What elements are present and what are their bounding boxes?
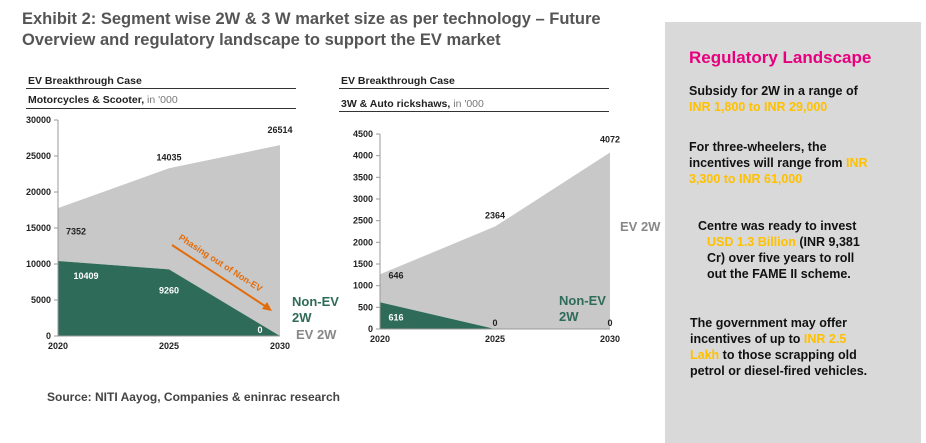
chart1-ev-label: 14035 xyxy=(156,152,181,162)
chart2-xtick-label: 2020 xyxy=(370,334,390,344)
chart1-case-label: EV Breakthrough Case xyxy=(28,75,142,87)
chart2-3w-auto-rickshaws: 0 500 1000 1500 2000 2500 3000 3500 4000 4500 202… xyxy=(353,129,661,344)
point3-highlight: USD 1.3 Billion xyxy=(707,235,796,249)
chart2-rule-bottom xyxy=(339,111,609,112)
chart1-xtick-label: 2025 xyxy=(159,341,179,351)
point3-line2: (INR 9,381 xyxy=(799,235,860,249)
chart2-yticks: 0 500 1000 1500 2000 2500 3000 3500 4000 4500 xyxy=(353,129,380,334)
chart1-ytick-label: 20000 xyxy=(26,187,51,197)
exhibit-title-line2: Overview and regulatory landscape to sup… xyxy=(22,31,501,49)
point4-line4: petrol or diesel-fired vehicles. xyxy=(690,364,868,378)
point3-line1: Centre was ready to invest xyxy=(698,219,857,233)
chart1-nonev-series-label-line2: 2W xyxy=(292,310,312,325)
chart2-ev-label: 2364 xyxy=(485,211,505,221)
chart1-data-labels: 7352 14035 26514 10409 9260 0 xyxy=(66,125,293,335)
chart1-nonev-label: 0 xyxy=(257,325,262,335)
chart2-ytick-label: 3000 xyxy=(353,194,373,204)
chart2-title-text: 3W & Auto rickshaws, xyxy=(341,98,451,110)
chart1-title: Motorcycles & Scooter, in '000 xyxy=(28,94,178,106)
chart2-nonev-label: 0 xyxy=(607,318,612,328)
point4-highlight-a: INR 2.5 xyxy=(803,332,847,346)
chart1-yticks: 0 5000 10000 15000 20000 25000 30000 xyxy=(26,115,58,341)
chart1-ytick-label: 5000 xyxy=(31,295,51,305)
chart2-title: 3W & Auto rickshaws, in '000 xyxy=(341,98,484,110)
chart1-ytick-label: 25000 xyxy=(26,151,51,161)
chart1-ev-label: 26514 xyxy=(267,125,292,135)
point2-line1: For three-wheelers, the xyxy=(689,140,827,154)
chart1-ytick-label: 15000 xyxy=(26,223,51,233)
chart2-ytick-label: 500 xyxy=(358,302,373,312)
chart2-ev-label: 4072 xyxy=(600,135,620,145)
chart1-xticks: 2020 2025 2030 xyxy=(48,341,290,351)
point4-line1: The government may offer xyxy=(690,316,847,330)
chart1-ytick-label: 0 xyxy=(46,331,51,341)
chart2-ev-series-label: EV 2W xyxy=(620,219,661,234)
chart1-area-ev xyxy=(58,145,280,336)
chart1-nonev-series-label-line1: Non-EV xyxy=(292,294,339,309)
point3-line3: Cr) over five years to roll xyxy=(707,251,855,265)
chart2-xtick-label: 2025 xyxy=(485,334,505,344)
chart2-nonev-series-label-line2: 2W xyxy=(559,309,579,324)
chart1-phase-arrow-head xyxy=(262,302,272,311)
regulatory-panel: Regulatory Landscape Subsidy for 2W in a… xyxy=(665,22,921,443)
chart1-xtick-label: 2020 xyxy=(48,341,68,351)
chart2-area-ev xyxy=(380,152,610,329)
regulatory-point-3: Centre was ready to invest USD 1.3 Billi… xyxy=(698,218,860,282)
chart2-ytick-label: 2500 xyxy=(353,216,373,226)
chart2-rule-top xyxy=(339,88,609,89)
chart1-area-nonev xyxy=(58,261,280,336)
chart2-nonev-label: 616 xyxy=(388,312,403,322)
chart1-rule-top xyxy=(26,88,296,89)
chart2-ytick-label: 2000 xyxy=(353,237,373,247)
chart2-nonev-label: 0 xyxy=(492,318,497,328)
chart1-rule-bottom xyxy=(26,108,296,109)
exhibit-title-line1: Exhibit 2: Segment wise 2W & 3 W market … xyxy=(22,10,601,28)
exhibit-title: Exhibit 2: Segment wise 2W & 3 W market … xyxy=(22,9,642,51)
point4-line3: to those scrapping old xyxy=(722,348,857,362)
point1-line1: Subsidy for 2W in a range of xyxy=(689,84,858,98)
regulatory-point-4: The government may offer incentives of u… xyxy=(690,315,867,379)
chart1-ev-series-label: EV 2W xyxy=(296,327,337,342)
chart2-ev-label: 646 xyxy=(388,270,403,280)
chart1-nonev-label: 10409 xyxy=(73,271,98,281)
chart2-nonev-series-label-line1: Non-EV xyxy=(559,293,606,308)
chart2-ytick-label: 1500 xyxy=(353,259,373,269)
chart1-title-text: Motorcycles & Scooter, xyxy=(28,94,145,106)
chart1-ev-label: 7352 xyxy=(66,227,86,237)
point4-line2: incentives of up to xyxy=(690,332,801,346)
point2-line2: incentives will range from xyxy=(689,156,843,170)
chart1-ytick-label: 30000 xyxy=(26,115,51,125)
chart1-ytick-label: 10000 xyxy=(26,259,51,269)
chart2-ytick-label: 4000 xyxy=(353,151,373,161)
point1-highlight: INR 1,800 to INR 29,000 xyxy=(689,100,828,114)
chart2-unit: in '000 xyxy=(450,98,484,110)
chart2-data-labels: 646 2364 4072 616 0 0 xyxy=(388,135,620,328)
regulatory-point-1: Subsidy for 2W in a range of INR 1,800 t… xyxy=(689,83,858,115)
point3-line4: out the FAME II scheme. xyxy=(707,267,851,281)
chart2-ytick-label: 3500 xyxy=(353,172,373,182)
chart1-nonev-label: 9260 xyxy=(159,285,179,295)
chart1-xtick-label: 2030 xyxy=(270,341,290,351)
point2-highlight-a: INR xyxy=(846,156,868,170)
source-note: Source: NITI Aayog, Companies & eninrac … xyxy=(47,390,340,404)
chart1-unit: in '000 xyxy=(144,94,178,106)
chart2-ytick-label: 1000 xyxy=(353,281,373,291)
point4-highlight-b: Lakh xyxy=(690,348,720,362)
chart2-xticks: 2020 2025 2030 xyxy=(370,334,620,344)
chart2-area-nonev xyxy=(380,302,610,329)
regulatory-point-2: For three-wheelers, the incentives will … xyxy=(689,139,868,187)
chart2-case-label: EV Breakthrough Case xyxy=(341,75,455,87)
regulatory-title: Regulatory Landscape xyxy=(689,48,872,67)
chart2-ytick-label: 0 xyxy=(368,324,373,334)
chart1-phase-arrow-line xyxy=(171,244,269,309)
point2-highlight-b: 3,300 to INR 61,000 xyxy=(689,172,803,186)
chart2-ytick-label: 4500 xyxy=(353,129,373,139)
chart2-xtick-label: 2030 xyxy=(600,334,620,344)
